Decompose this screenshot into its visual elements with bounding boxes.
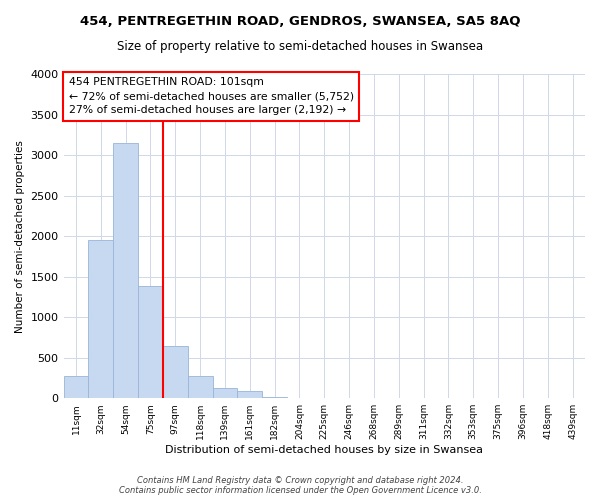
Bar [238,391,262,398]
Text: 454 PENTREGETHIN ROAD: 101sqm
← 72% of semi-detached houses are smaller (5,752)
: 454 PENTREGETHIN ROAD: 101sqm ← 72% of s… [69,77,354,115]
X-axis label: Distribution of semi-detached houses by size in Swansea: Distribution of semi-detached houses by … [165,445,483,455]
Text: Size of property relative to semi-detached houses in Swansea: Size of property relative to semi-detach… [117,40,483,53]
Bar [88,240,113,398]
Bar [212,388,238,398]
Y-axis label: Number of semi-detached properties: Number of semi-detached properties [15,140,25,332]
Text: Contains HM Land Registry data © Crown copyright and database right 2024.
Contai: Contains HM Land Registry data © Crown c… [119,476,481,495]
Text: 454, PENTREGETHIN ROAD, GENDROS, SWANSEA, SA5 8AQ: 454, PENTREGETHIN ROAD, GENDROS, SWANSEA… [80,15,520,28]
Bar [138,286,163,398]
Bar [113,143,138,398]
Bar [163,346,188,398]
Bar [64,376,88,398]
Bar [188,376,212,398]
